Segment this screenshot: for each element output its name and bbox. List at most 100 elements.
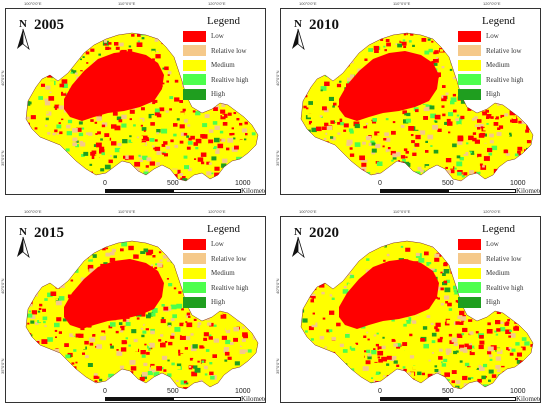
legend: Legend Low Relative low Medium Realtive … (458, 15, 540, 102)
scale-bar-dark (105, 397, 173, 401)
scale-bar: 0 500 1000 Kilometers (101, 180, 265, 195)
region-map (300, 240, 534, 390)
legend-label: Medium (211, 61, 235, 70)
region-outline (25, 32, 259, 182)
legend-item-relative-high: Realtive high (183, 73, 265, 88)
top-tick: 110°0'0"E (393, 209, 411, 214)
top-tick: 100°0'0"E (24, 1, 42, 6)
legend: Legend Low Relative low Medium Realtive … (458, 223, 540, 310)
legend-label: Low (486, 240, 499, 249)
year-label: 2010 (309, 17, 339, 33)
legend-title: Legend (207, 15, 240, 27)
scale-tick-500: 500 (442, 388, 454, 395)
map-frame: N 2010 Legend Low Relative low Medium Re… (280, 8, 541, 195)
top-tick: 100°0'0"E (24, 209, 42, 214)
north-arrow-icon: N (292, 225, 308, 259)
legend-item-low: Low (458, 237, 540, 252)
legend-swatch (183, 238, 206, 250)
legend-swatch (458, 282, 481, 294)
top-tick: 100°0'0"E (299, 209, 317, 214)
legend-item-high: High (458, 295, 540, 310)
region-map (25, 32, 259, 182)
low-core-area (64, 51, 164, 121)
legend-item-relative-low: Relative low (458, 44, 540, 59)
legend-swatch (458, 267, 481, 279)
legend-title: Legend (482, 223, 515, 235)
scale-bar-light (173, 397, 241, 401)
north-label: N (19, 226, 27, 238)
scale-bar: 0 500 1000 Kilometers (101, 388, 265, 403)
legend-label: Relative low (211, 46, 247, 55)
legend-item-relative-high: Realtive high (183, 281, 265, 296)
legend-item-medium: Medium (183, 58, 265, 73)
year-label: 2005 (34, 17, 64, 33)
legend-swatch (458, 296, 481, 308)
legend-item-relative-high: Realtive high (458, 73, 540, 88)
legend-item-medium: Medium (458, 58, 540, 73)
top-tick: 110°0'0"E (118, 209, 136, 214)
top-tick: 120°0'0"E (208, 209, 226, 214)
scale-bar-dark (105, 189, 173, 193)
region-outline (25, 240, 259, 390)
legend-label: High (211, 90, 225, 99)
year-label: 2015 (34, 225, 64, 241)
scale-bar-light (448, 189, 516, 193)
north-label: N (19, 18, 27, 30)
scale-bar: 0 500 1000 Kilometers (376, 180, 540, 195)
legend-label: Relative low (211, 254, 247, 263)
scale-unit: Kilometers (516, 395, 540, 403)
legend-item-relative-low: Relative low (458, 252, 540, 267)
legend-item-relative-low: Relative low (183, 252, 265, 267)
legend-label: Low (211, 32, 224, 41)
legend-item-medium: Medium (458, 266, 540, 281)
legend: Legend Low Relative low Medium Realtive … (183, 15, 265, 102)
legend-swatch (458, 30, 481, 42)
legend-swatch (183, 296, 206, 308)
left-tick: 35°0'0"N (0, 150, 5, 166)
top-tick: 120°0'0"E (483, 209, 501, 214)
scale-tick-0: 0 (103, 180, 107, 187)
scale-tick-1000: 1000 (510, 180, 526, 187)
map-frame: N 2005 Legend Low Relative low Medium Re… (5, 8, 266, 195)
legend-swatch (458, 74, 481, 86)
region-outline (300, 32, 534, 182)
left-tick: 40°0'0"N (0, 70, 5, 86)
legend-label: Low (211, 240, 224, 249)
scale-tick-1000: 1000 (510, 388, 526, 395)
top-tick: 120°0'0"E (208, 1, 226, 6)
scale-tick-0: 0 (378, 180, 382, 187)
scale-bar-light (173, 189, 241, 193)
scale-unit: Kilometers (516, 187, 540, 195)
legend-label: Relative low (486, 254, 522, 263)
legend-item-low: Low (183, 237, 265, 252)
scale-tick-500: 500 (442, 180, 454, 187)
scale-bar-dark (380, 397, 448, 401)
scale-tick-1000: 1000 (235, 180, 251, 187)
left-tick: 40°0'0"N (275, 278, 280, 294)
legend-swatch (183, 59, 206, 71)
north-arrow-icon: N (292, 17, 308, 51)
legend-swatch (183, 267, 206, 279)
north-label: N (294, 18, 302, 30)
left-tick: 35°0'0"N (0, 358, 5, 374)
map-panel-2015: N 2015 Legend Low Relative low Medium Re… (0, 208, 266, 404)
legend-swatch (183, 88, 206, 100)
map-frame: N 2015 Legend Low Relative low Medium Re… (5, 216, 266, 403)
scale-bar-dark (380, 189, 448, 193)
legend-swatch (183, 45, 206, 57)
scale-unit: Kilometers (241, 395, 265, 403)
scale-tick-0: 0 (103, 388, 107, 395)
legend-title: Legend (482, 15, 515, 27)
legend-item-low: Low (183, 29, 265, 44)
legend-label: Medium (486, 61, 510, 70)
region-outline (300, 240, 534, 390)
legend-label: Low (486, 32, 499, 41)
map-panel-2010: N 2010 Legend Low Relative low Medium Re… (275, 0, 541, 196)
scale-tick-0: 0 (378, 388, 382, 395)
legend: Legend Low Relative low Medium Realtive … (183, 223, 265, 310)
legend-item-relative-low: Relative low (183, 44, 265, 59)
scale-unit: Kilometers (241, 187, 265, 195)
scale-bar: 0 500 1000 Kilometers (376, 388, 540, 403)
legend-item-high: High (183, 295, 265, 310)
scale-tick-500: 500 (167, 388, 179, 395)
